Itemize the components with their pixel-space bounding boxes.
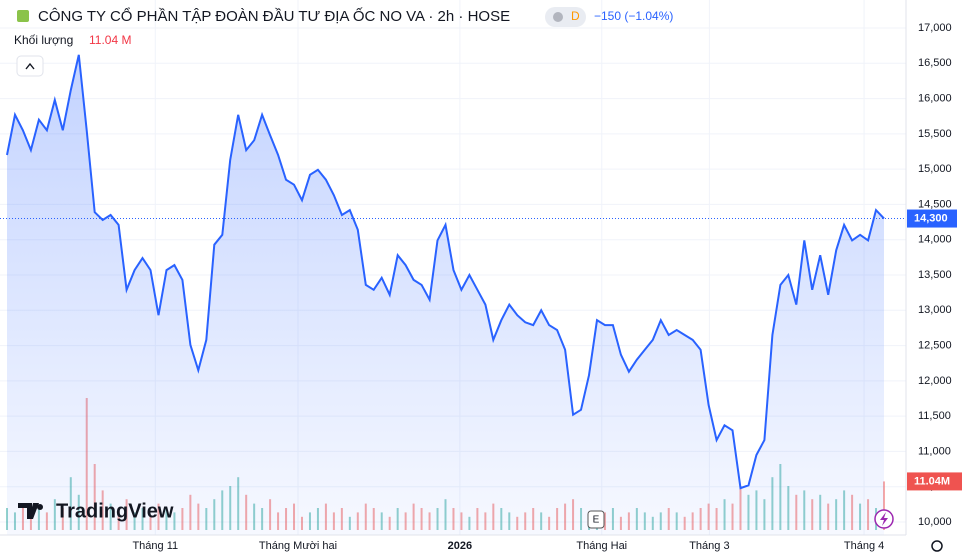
x-tick-label: Tháng 4: [844, 540, 884, 552]
y-tick-label: 11,000: [918, 445, 951, 457]
last-volume-label: 11.04M: [914, 475, 950, 487]
y-tick-label: 16,500: [918, 57, 952, 69]
volume-title: Khối lượng: [14, 33, 73, 47]
y-tick-label: 17,000: [918, 22, 952, 34]
price-line: [6, 54, 885, 490]
price-layer: [0, 54, 906, 536]
last-volume-box: [907, 472, 962, 491]
last-price-label: 14,300: [914, 212, 948, 224]
last-price-box: [907, 209, 957, 228]
y-tick-label: 10,000: [918, 516, 952, 528]
price-area: [7, 54, 884, 536]
collapse-button[interactable]: [16, 55, 44, 77]
y-tick-label: 16,000: [918, 92, 952, 104]
y-tick-label: 12,500: [918, 339, 952, 351]
y-tick-label: 15,500: [918, 128, 952, 140]
x-tick-label: Tháng Hai: [576, 540, 627, 552]
symbol-icon: [17, 10, 29, 22]
y-axis: 10,00010,50011,00011,50012,00012,50013,0…: [907, 22, 962, 528]
x-axis: Tháng 11 Tháng Mười hai 2026 Tháng Hai Tháng…: [132, 540, 884, 552]
price-change: −150 (−1.04%): [594, 9, 673, 23]
event-marker-label: E: [593, 515, 600, 526]
y-tick-label: 14,500: [918, 198, 952, 210]
x-tick-label: 2026: [448, 540, 472, 552]
interval-badge: D: [571, 9, 580, 23]
y-tick-label: 13,000: [918, 304, 952, 316]
chart-title: CÔNG TY CỔ PHẦN TẬP ĐOÀN ĐẦU TƯ ĐỊA ỐC N…: [38, 7, 510, 25]
alert-icon: [880, 512, 888, 526]
y-tick-label: 12,000: [918, 375, 952, 387]
badge-bg[interactable]: [545, 7, 586, 27]
y-tick-label: 11,500: [918, 410, 951, 422]
collapse-icon: [25, 62, 35, 70]
badge-dot: [553, 12, 563, 22]
x-tick-label: Tháng 3: [689, 540, 729, 552]
event-marker[interactable]: [587, 510, 605, 529]
y-tick-label: 15,000: [918, 163, 952, 175]
volume-legend: 11.04 M: [89, 33, 131, 47]
x-tick-label: Tháng Mười hai: [259, 540, 337, 552]
logo-text: TradingView: [56, 500, 174, 522]
settings-button[interactable]: [931, 540, 943, 552]
y-tick-label: 13,500: [918, 269, 952, 281]
x-tick-label: Tháng 11: [132, 540, 178, 552]
logo-dot: [37, 504, 43, 510]
y-tick-label: 14,000: [918, 234, 952, 246]
